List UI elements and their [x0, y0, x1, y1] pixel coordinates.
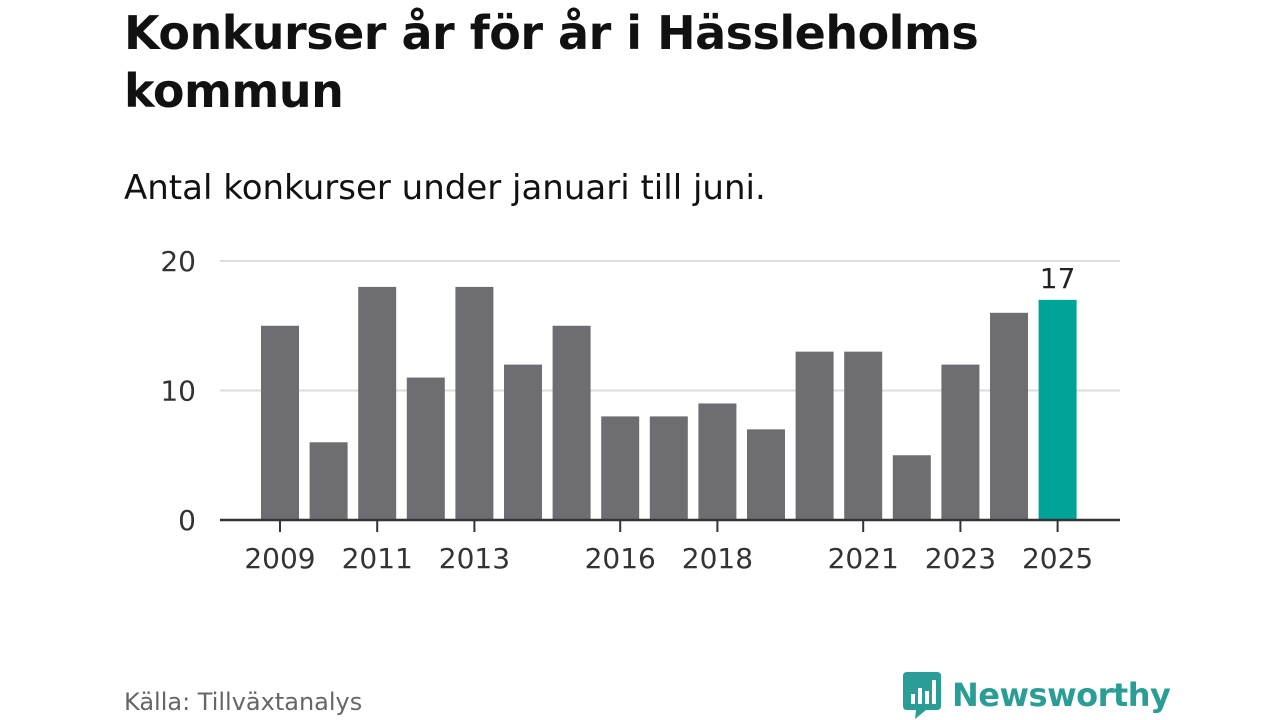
chart-title: Konkurser år för år i Hässleholms kommun — [124, 6, 979, 118]
bar-2018 — [698, 403, 737, 520]
x-tick-label-2023: 2023 — [925, 542, 996, 575]
bar-2021 — [844, 351, 883, 520]
bar-2019 — [747, 429, 785, 520]
bar-2022 — [892, 455, 931, 520]
bars — [261, 286, 1077, 520]
chart-subtitle: Antal konkurser under januari till juni. — [124, 168, 766, 208]
bar-2017 — [649, 416, 688, 520]
bar-2025 — [1038, 299, 1077, 520]
bar-2020 — [795, 351, 834, 520]
newsworthy-brand: Newsworthy — [902, 670, 1171, 720]
bar-2024 — [990, 312, 1028, 520]
bar-2013 — [455, 286, 494, 520]
bar-2009 — [261, 325, 299, 520]
newsworthy-logo-icon — [903, 672, 941, 719]
x-tick-label-2025: 2025 — [1022, 542, 1093, 575]
brand-name: Newsworthy — [952, 676, 1171, 714]
x-tick-label-2018: 2018 — [682, 542, 753, 575]
bar-2015 — [552, 325, 591, 520]
bar-2011 — [358, 286, 397, 520]
bar-2023 — [941, 364, 980, 520]
x-axis-tick-labels: 2009 2011 2013 2016 2018 2021 2023 2025 — [244, 542, 1093, 575]
bar-2016 — [601, 416, 640, 520]
x-tick-label-2009: 2009 — [244, 542, 315, 575]
bar-2014 — [504, 364, 542, 520]
y-tick-label-10: 10 — [160, 375, 196, 408]
x-tick-label-2011: 2011 — [342, 542, 413, 575]
y-tick-label-0: 0 — [178, 504, 196, 537]
y-tick-label-20: 20 — [160, 245, 196, 278]
source-note: Källa: Tillväxtanalys — [124, 688, 363, 716]
x-tick-label-2016: 2016 — [585, 542, 656, 575]
x-axis — [220, 518, 1120, 532]
data-labels: 17 — [1040, 262, 1076, 295]
bar-2012 — [406, 377, 445, 520]
y-axis-tick-labels: 0 10 20 — [160, 245, 196, 537]
bar-2010 — [309, 442, 348, 520]
gridlines — [220, 260, 1120, 392]
x-tick-label-2013: 2013 — [439, 542, 510, 575]
data-label-2025: 17 — [1040, 262, 1076, 295]
x-tick-label-2021: 2021 — [828, 542, 899, 575]
